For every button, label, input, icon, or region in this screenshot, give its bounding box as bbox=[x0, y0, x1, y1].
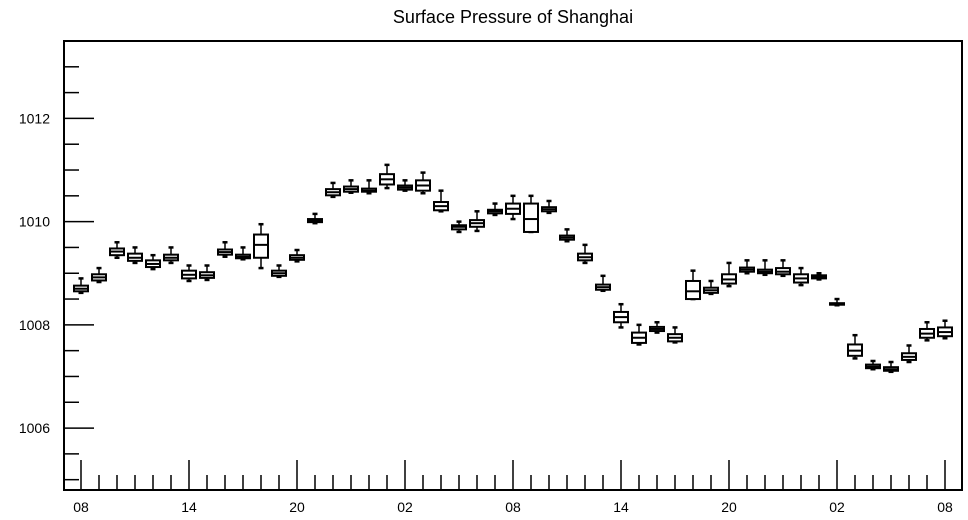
x-tick-label: 20 bbox=[721, 499, 737, 515]
box-plot-item bbox=[307, 212, 323, 225]
box-plot-item bbox=[289, 248, 305, 263]
box-plot-item bbox=[469, 210, 485, 233]
box-plot-item bbox=[451, 220, 467, 234]
box-plot-item bbox=[109, 241, 125, 260]
box-plot-item bbox=[181, 264, 197, 283]
x-tick-label: 02 bbox=[397, 499, 413, 515]
box-plot-item bbox=[883, 360, 899, 374]
box-plot-item bbox=[271, 264, 287, 279]
box-plot-item bbox=[577, 243, 593, 265]
x-tick-label: 08 bbox=[73, 499, 89, 515]
box-plot-item bbox=[937, 319, 953, 340]
box-iqr bbox=[253, 233, 269, 259]
box-plot-item bbox=[397, 179, 413, 192]
y-axis: 1006 1008 1010 1012 bbox=[19, 40, 94, 481]
box-plot-item bbox=[685, 269, 701, 301]
box-plot-item bbox=[721, 261, 737, 288]
y-tick-label: 1008 bbox=[19, 317, 50, 333]
box-plot-item bbox=[757, 259, 773, 277]
box-iqr bbox=[523, 202, 539, 233]
box-plot-item bbox=[793, 266, 809, 287]
box-plot-item bbox=[145, 253, 161, 271]
x-tick-label: 02 bbox=[829, 499, 845, 515]
box-plot-item bbox=[847, 333, 863, 360]
box-plot-item bbox=[163, 246, 179, 265]
x-tick-label: 08 bbox=[937, 499, 953, 515]
box-plot-item bbox=[919, 321, 935, 342]
box-plot-item bbox=[523, 194, 539, 234]
box-series bbox=[73, 163, 953, 374]
x-axis: 08 14 20 02 08 14 20 02 08 bbox=[73, 460, 953, 515]
chart-title: Surface Pressure of Shanghai bbox=[393, 7, 633, 27]
box-plot-item bbox=[199, 264, 215, 282]
box-plot-item bbox=[415, 171, 431, 195]
x-tick-label: 14 bbox=[613, 499, 629, 515]
box-plot-item bbox=[865, 359, 881, 371]
box-plot-item bbox=[631, 323, 647, 346]
box-plot-item bbox=[433, 189, 449, 213]
box-iqr bbox=[685, 279, 701, 301]
y-tick-label: 1006 bbox=[19, 420, 50, 436]
box-plot-item bbox=[811, 271, 827, 281]
box-plot-item bbox=[829, 297, 845, 307]
box-plot-item bbox=[559, 228, 575, 243]
box-plot-item bbox=[73, 277, 89, 295]
box-plot-item bbox=[703, 279, 719, 296]
y-tick-label: 1012 bbox=[19, 110, 50, 126]
box-plot-item bbox=[613, 302, 629, 329]
box-plot-item bbox=[253, 222, 269, 270]
box-plot-item bbox=[487, 202, 503, 217]
y-tick-label: 1010 bbox=[19, 214, 50, 230]
x-tick-label: 20 bbox=[289, 499, 305, 515]
box-plot-item bbox=[649, 321, 665, 334]
box-plot-item bbox=[505, 194, 521, 221]
box-plot-item bbox=[217, 241, 233, 258]
box-plot-item bbox=[91, 266, 107, 284]
box-plot-item bbox=[541, 199, 557, 215]
box-plot-item bbox=[127, 246, 143, 265]
box-plot-item bbox=[901, 344, 917, 364]
plot-frame bbox=[63, 40, 963, 491]
box-plot-item bbox=[775, 259, 791, 278]
x-tick-label: 08 bbox=[505, 499, 521, 515]
box-plot-item bbox=[343, 179, 359, 194]
box-plot-item bbox=[361, 179, 377, 195]
box-plot-item bbox=[595, 274, 611, 293]
box-plot-item bbox=[325, 181, 341, 199]
box-plot-item bbox=[739, 259, 755, 275]
box-plot-item bbox=[667, 326, 683, 344]
x-tick-label: 14 bbox=[181, 499, 197, 515]
box-plot-item bbox=[379, 163, 395, 190]
box-plot-item bbox=[235, 246, 251, 261]
